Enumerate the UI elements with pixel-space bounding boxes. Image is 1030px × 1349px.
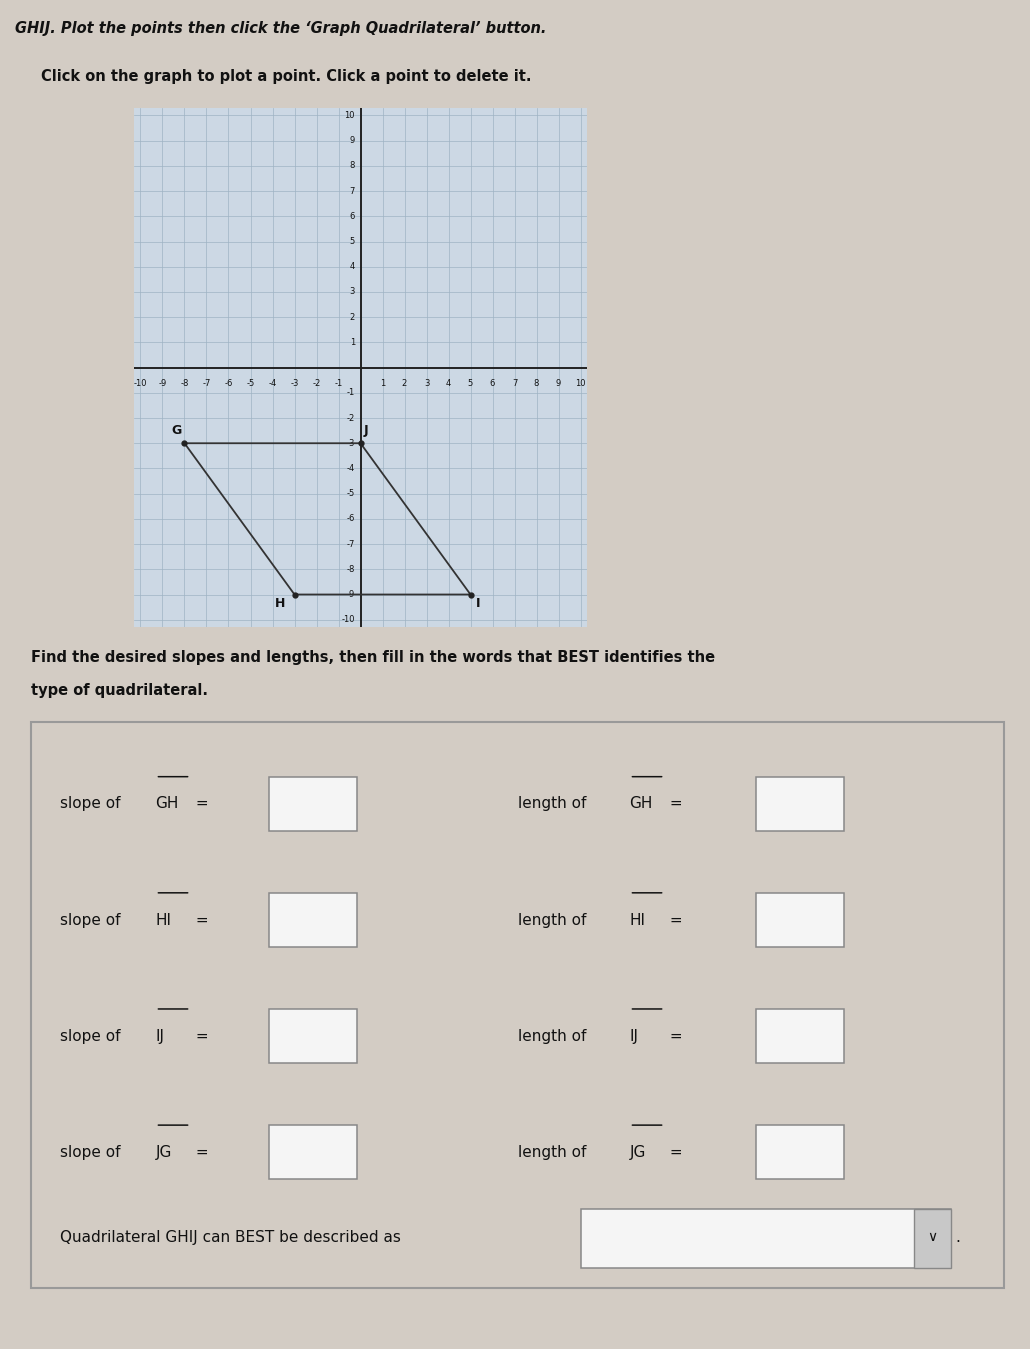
Text: -9: -9 bbox=[159, 379, 167, 389]
Text: GH: GH bbox=[629, 796, 653, 811]
Text: IJ: IJ bbox=[156, 1029, 165, 1044]
Text: =: = bbox=[664, 1145, 682, 1160]
Text: -4: -4 bbox=[347, 464, 355, 473]
Text: =: = bbox=[191, 912, 208, 928]
Bar bbox=[914, 1209, 951, 1268]
Text: 3: 3 bbox=[423, 379, 430, 389]
Text: ∨: ∨ bbox=[927, 1230, 937, 1244]
Text: -3: -3 bbox=[347, 438, 355, 448]
Text: 8: 8 bbox=[534, 379, 539, 389]
Text: 10: 10 bbox=[575, 379, 586, 389]
Text: -7: -7 bbox=[202, 379, 211, 389]
Text: -8: -8 bbox=[347, 565, 355, 573]
Bar bbox=[270, 893, 357, 947]
Text: =: = bbox=[191, 1029, 208, 1044]
Text: 10: 10 bbox=[344, 111, 355, 120]
Text: =: = bbox=[664, 1029, 682, 1044]
Text: -10: -10 bbox=[134, 379, 147, 389]
Text: I: I bbox=[476, 598, 481, 610]
Text: -7: -7 bbox=[347, 540, 355, 549]
Text: -10: -10 bbox=[342, 615, 355, 625]
Text: Quadrilateral GHIJ can BEST be described as: Quadrilateral GHIJ can BEST be described… bbox=[60, 1230, 401, 1245]
Text: -4: -4 bbox=[269, 379, 277, 389]
Text: -5: -5 bbox=[246, 379, 254, 389]
Text: slope of: slope of bbox=[60, 796, 126, 811]
Text: -9: -9 bbox=[347, 590, 355, 599]
Text: -2: -2 bbox=[312, 379, 320, 389]
Bar bbox=[581, 1209, 951, 1268]
Text: length of: length of bbox=[518, 796, 591, 811]
Text: -2: -2 bbox=[347, 414, 355, 422]
Text: 2: 2 bbox=[402, 379, 407, 389]
Text: slope of: slope of bbox=[60, 1029, 126, 1044]
Text: -1: -1 bbox=[335, 379, 343, 389]
Text: GH: GH bbox=[156, 796, 179, 811]
Text: 2: 2 bbox=[350, 313, 355, 321]
Text: 1: 1 bbox=[380, 379, 385, 389]
Text: =: = bbox=[191, 1145, 208, 1160]
Text: =: = bbox=[664, 912, 682, 928]
Text: 6: 6 bbox=[349, 212, 355, 221]
Text: 5: 5 bbox=[468, 379, 473, 389]
Bar bbox=[270, 777, 357, 831]
Text: 6: 6 bbox=[490, 379, 495, 389]
Bar bbox=[756, 777, 844, 831]
Text: type of quadrilateral.: type of quadrilateral. bbox=[31, 683, 208, 699]
Text: -6: -6 bbox=[347, 514, 355, 523]
Text: HI: HI bbox=[629, 912, 646, 928]
Text: 7: 7 bbox=[512, 379, 517, 389]
Text: 1: 1 bbox=[350, 337, 355, 347]
Bar bbox=[756, 893, 844, 947]
Text: J: J bbox=[364, 425, 369, 437]
Text: -5: -5 bbox=[347, 490, 355, 498]
Text: length of: length of bbox=[518, 1145, 591, 1160]
Text: 8: 8 bbox=[349, 162, 355, 170]
Text: Find the desired slopes and lengths, then fill in the words that BEST identifies: Find the desired slopes and lengths, the… bbox=[31, 650, 715, 665]
Text: length of: length of bbox=[518, 912, 591, 928]
Text: JG: JG bbox=[156, 1145, 172, 1160]
Text: -8: -8 bbox=[180, 379, 188, 389]
Text: length of: length of bbox=[518, 1029, 591, 1044]
Text: 7: 7 bbox=[349, 186, 355, 196]
Text: JG: JG bbox=[629, 1145, 646, 1160]
Text: 5: 5 bbox=[350, 237, 355, 246]
Text: 4: 4 bbox=[446, 379, 451, 389]
Bar bbox=[756, 1009, 844, 1063]
Text: .: . bbox=[956, 1230, 960, 1245]
Text: Click on the graph to plot a point. Click a point to delete it.: Click on the graph to plot a point. Clic… bbox=[41, 69, 531, 85]
Bar bbox=[756, 1125, 844, 1179]
Text: 9: 9 bbox=[350, 136, 355, 146]
Text: H: H bbox=[275, 598, 285, 610]
Text: -3: -3 bbox=[290, 379, 299, 389]
Text: IJ: IJ bbox=[629, 1029, 639, 1044]
Text: -1: -1 bbox=[347, 389, 355, 398]
Text: slope of: slope of bbox=[60, 912, 126, 928]
Text: GHIJ. Plot the points then click the ‘Graph Quadrilateral’ button.: GHIJ. Plot the points then click the ‘Gr… bbox=[15, 20, 547, 36]
Bar bbox=[270, 1009, 357, 1063]
Text: 4: 4 bbox=[350, 262, 355, 271]
Bar bbox=[270, 1125, 357, 1179]
Text: =: = bbox=[664, 796, 682, 811]
Text: slope of: slope of bbox=[60, 1145, 126, 1160]
Text: 9: 9 bbox=[556, 379, 561, 389]
Text: -6: -6 bbox=[225, 379, 233, 389]
Text: G: G bbox=[171, 425, 181, 437]
Text: =: = bbox=[191, 796, 208, 811]
Text: 3: 3 bbox=[349, 287, 355, 297]
Text: HI: HI bbox=[156, 912, 171, 928]
